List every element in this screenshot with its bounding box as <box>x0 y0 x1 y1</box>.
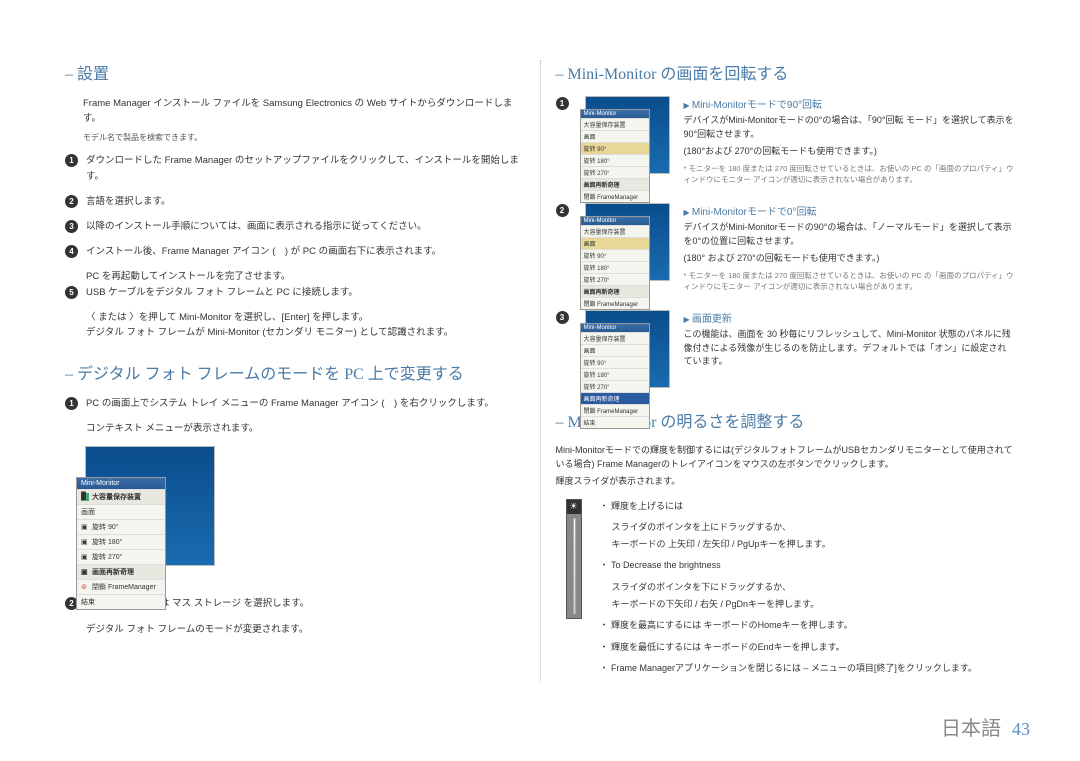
rotate-badge-2: 2 <box>556 204 569 217</box>
brightness-bullets: 輝度を上げるには スライダのポインタを上にドラッグするか、 キーボードの 上矢印… <box>600 499 977 683</box>
bullet-max: 輝度を最高にするには キーボードのHomeキーを押します。 <box>600 618 977 633</box>
menu-item: ▣画面再新奇理 <box>77 564 165 579</box>
rotate-90-head: Mini-Monitorモードで90°回転 <box>684 96 1016 111</box>
mode-step-1-text: PC の画面上でシステム トレイ メニューの Frame Manager アイコ… <box>86 396 494 411</box>
rotate-item-1: 1 Mini-Monitor 大容量保存装置 画面 旋转 90° 旋转 180°… <box>556 96 1016 185</box>
step-4-text: インストール後、Frame Manager アイコン ( ) が PC の画面右… <box>86 244 441 259</box>
rotate-0-head: Mini-Monitorモードで0°回転 <box>684 203 1016 218</box>
menu-item: ⊘閉鎖 FrameManager <box>77 579 165 594</box>
rotate-90-body: デバイスがMini-Monitorモードの0°の場合は、「90°回転 モード」を… <box>684 114 1016 141</box>
mode-step-1-sub: コンテキスト メニューが表示されます。 <box>86 421 525 436</box>
mode-step-1: 1 PC の画面上でシステム トレイ メニューの Frame Manager ア… <box>65 396 525 411</box>
heading-mode: デジタル フォト フレームのモードを PC 上で変更する <box>65 360 525 384</box>
menu-item: ▣旋转 180° <box>77 534 165 549</box>
step-5-sub2: デジタル フォト フレームが Mini-Monitor (セカンダリ モニター)… <box>86 325 525 340</box>
rotate-badge-3: 3 <box>556 311 569 324</box>
bullet-up: 輝度を上げるには <box>600 499 977 514</box>
menu-item: ▣旋转 270° <box>77 549 165 564</box>
rotate-item-2: 2 Mini-Monitor 大容量保存装置 画面 旋转 90° 旋转 180°… <box>556 203 1016 292</box>
menu-item: 画面 <box>77 504 165 519</box>
thumb-90: Mini-Monitor 大容量保存装置 画面 旋转 90° 旋转 180° 旋… <box>585 96 670 174</box>
rotate-90-note: * モニターを 180 度または 270 度回転させているときは、お使いの PC… <box>684 163 1016 186</box>
step-badge-1: 1 <box>65 154 78 167</box>
step-5-sub1: 〈 または 〉を押して Mini-Monitor を選択し、[Enter] を押… <box>86 310 525 325</box>
context-menu: Mini-Monitor █大容量保存装置 画面 ▣旋转 90° ▣旋转 180… <box>76 477 166 610</box>
thumb-refresh: Mini-Monitor 大容量保存装置 画面 旋转 90° 旋转 180° 旋… <box>585 310 670 388</box>
step-5-text: USB ケーブルをデジタル フォト フレームと PC に接続します。 <box>86 285 358 300</box>
menu-item: ▣旋转 90° <box>77 519 165 534</box>
rotate-90-body2: (180°および 270°の回転モードも使用できます。) <box>684 145 1016 159</box>
step-3: 3 以降のインストール手順については、画面に表示される指示に従ってください。 <box>65 219 525 234</box>
menu-item: 結束 <box>77 594 165 609</box>
bright-lead2: 輝度スライダが表示されます。 <box>556 475 1016 489</box>
step-2: 2 言語を選択します。 <box>65 194 525 209</box>
footer-lang: 日本語 <box>941 718 1001 740</box>
bullet-min: 輝度を最低にするには キーボードのEndキーを押します。 <box>600 640 977 655</box>
page-footer: 日本語 43 <box>941 712 1030 741</box>
step-badge-2: 2 <box>65 195 78 208</box>
two-column-layout: 設置 Frame Manager インストール ファイルを Samsung El… <box>50 60 1030 682</box>
step-3-text: 以降のインストール手順については、画面に表示される指示に従ってください。 <box>86 219 427 234</box>
brightness-slider-image <box>566 499 582 619</box>
install-note: モデル名で製品を検索できます。 <box>83 132 525 143</box>
heading-rotate: Mini-Monitor の画面を回転する <box>556 60 1016 84</box>
rotate-0-body: デバイスがMini-Monitorモードの90°の場合は、「ノーマルモード」を選… <box>684 221 1016 248</box>
step-5: 5 USB ケーブルをデジタル フォト フレームと PC に接続します。 <box>65 285 525 300</box>
footer-page-number: 43 <box>1012 719 1030 739</box>
menu-item: █大容量保存装置 <box>77 489 165 504</box>
step-1-text: ダウンロードした Frame Manager のセットアップファイルをクリックし… <box>86 153 525 183</box>
step-4-sub: PC を再起動してインストールを完了させます。 <box>86 269 525 284</box>
step-badge-4: 4 <box>65 245 78 258</box>
right-column: Mini-Monitor の画面を回転する 1 Mini-Monitor 大容量… <box>541 60 1031 682</box>
mode-badge-1: 1 <box>65 397 78 410</box>
context-menu-screenshot: Mini-Monitor █大容量保存装置 画面 ▣旋转 90° ▣旋转 180… <box>85 446 525 566</box>
bullet-close: Frame Managerアプリケーションを閉じるには – メニューの項目[終了… <box>600 661 977 676</box>
step-badge-5: 5 <box>65 286 78 299</box>
step-2-text: 言語を選択します。 <box>86 194 171 209</box>
mode-step-2-sub: デジタル フォト フレームのモードが変更されます。 <box>86 622 525 637</box>
bright-lead: Mini-Monitorモードでの輝度を制御するには(デジタルフォトフレームがU… <box>556 444 1016 471</box>
brightness-block: 輝度を上げるには スライダのポインタを上にドラッグするか、 キーボードの 上矢印… <box>556 499 1016 683</box>
heading-install: 設置 <box>65 60 525 84</box>
install-lead: Frame Manager インストール ファイルを Samsung Elect… <box>83 96 525 126</box>
step-1: 1 ダウンロードした Frame Manager のセットアップファイルをクリッ… <box>65 153 525 183</box>
bullet-down: To Decrease the brightness <box>600 558 977 573</box>
rotate-0-body2: (180° および 270°の回転モードも使用できます。) <box>684 252 1016 266</box>
rotate-0-note: * モニターを 180 度または 270 度回転させているときは、お使いの PC… <box>684 270 1016 293</box>
thumb-0: Mini-Monitor 大容量保存装置 画面 旋转 90° 旋转 180° 旋… <box>585 203 670 281</box>
refresh-head: 画面更新 <box>684 310 1016 325</box>
rotate-badge-1: 1 <box>556 97 569 110</box>
rotate-item-3: 3 Mini-Monitor 大容量保存装置 画面 旋转 90° 旋转 180°… <box>556 310 1016 388</box>
left-column: 設置 Frame Manager インストール ファイルを Samsung El… <box>50 60 541 682</box>
menu-title: Mini-Monitor <box>77 478 165 489</box>
step-4: 4 インストール後、Frame Manager アイコン ( ) が PC の画… <box>65 244 525 259</box>
step-badge-3: 3 <box>65 220 78 233</box>
refresh-body: この機能は、画面を 30 秒毎にリフレッシュして、Mini-Monitor 状態… <box>684 328 1016 369</box>
